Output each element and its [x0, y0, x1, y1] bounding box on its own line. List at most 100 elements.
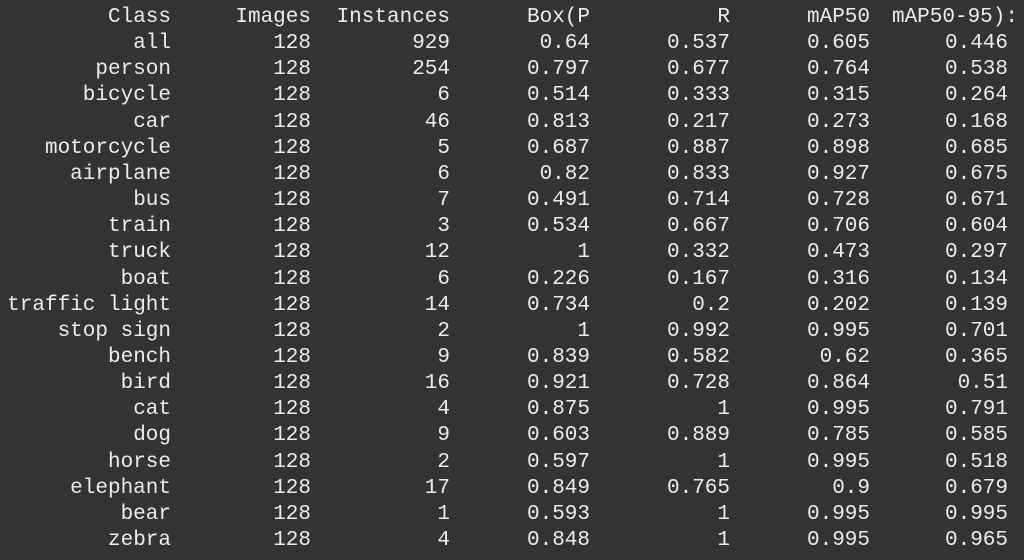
- cell-map50: 0.898: [806, 136, 870, 160]
- table-row: person 128 254 0.797 0.677 0.764 0.538: [0, 57, 1024, 83]
- cell-precision: 0.226: [526, 267, 590, 291]
- cell-class: bus: [133, 189, 171, 213]
- header-images: Images: [235, 6, 311, 29]
- cell-class: motorcycle: [44, 136, 171, 160]
- cell-class: cat: [133, 398, 171, 422]
- cell-instances: 14: [424, 293, 450, 317]
- cell-map50-95: 0.538: [944, 58, 1008, 82]
- table-row: truck 128 12 1 0.332 0.473 0.297: [0, 240, 1024, 266]
- cell-precision: 1: [577, 319, 590, 343]
- cell-precision: 0.839: [526, 345, 590, 369]
- cell-images: 128: [273, 215, 311, 239]
- cell-precision: 0.734: [526, 293, 590, 317]
- cell-instances: 1: [437, 502, 450, 526]
- cell-images: 128: [273, 58, 311, 82]
- cell-instances: 17: [424, 476, 450, 500]
- cell-recall: 0.833: [666, 162, 730, 186]
- cell-recall: 0.992: [666, 319, 730, 343]
- cell-recall: 1: [717, 502, 730, 526]
- table-row: zebra 128 4 0.848 1 0.995 0.965: [0, 528, 1024, 554]
- cell-map50-95: 0.518: [944, 450, 1008, 474]
- table-row: car 128 46 0.813 0.217 0.273 0.168: [0, 110, 1024, 136]
- cell-recall: 0.728: [666, 372, 730, 396]
- cell-recall: 1: [717, 398, 730, 422]
- cell-precision: 0.813: [526, 110, 590, 134]
- table-row: airplane 128 6 0.82 0.833 0.927 0.675: [0, 162, 1024, 188]
- cell-map50: 0.927: [806, 162, 870, 186]
- cell-instances: 2: [437, 450, 450, 474]
- cell-class: dog: [133, 424, 171, 448]
- table-row: bear 128 1 0.593 1 0.995 0.995: [0, 502, 1024, 528]
- cell-instances: 9: [437, 424, 450, 448]
- cell-images: 128: [273, 372, 311, 396]
- table-row: bicycle 128 6 0.514 0.333 0.315 0.264: [0, 83, 1024, 109]
- cell-images: 128: [273, 502, 311, 526]
- cell-recall: 0.167: [666, 267, 730, 291]
- cell-precision: 0.848: [526, 529, 590, 552]
- cell-instances: 6: [437, 162, 450, 186]
- cell-precision: 0.491: [526, 189, 590, 213]
- cell-map50: 0.995: [806, 450, 870, 474]
- cell-map50: 0.316: [806, 267, 870, 291]
- cell-precision: 0.797: [526, 58, 590, 82]
- table-row: stop sign 128 2 1 0.992 0.995 0.701: [0, 319, 1024, 345]
- cell-class: traffic light: [7, 293, 171, 317]
- cell-precision: 0.64: [539, 32, 590, 56]
- cell-recall: 1: [717, 529, 730, 552]
- cell-instances: 3: [437, 215, 450, 239]
- cell-map50-95: 0.791: [944, 398, 1008, 422]
- cell-class: bench: [107, 345, 171, 369]
- cell-class: horse: [107, 450, 171, 474]
- cell-map50-95: 0.585: [944, 424, 1008, 448]
- table-row: train 128 3 0.534 0.667 0.706 0.604: [0, 214, 1024, 240]
- table-row: horse 128 2 0.597 1 0.995 0.518: [0, 450, 1024, 476]
- cell-instances: 4: [437, 398, 450, 422]
- cell-instances: 7: [437, 189, 450, 213]
- cell-map50-95: 0.139: [944, 293, 1008, 317]
- cell-images: 128: [273, 450, 311, 474]
- cell-images: 128: [273, 162, 311, 186]
- cell-recall: 0.677: [666, 58, 730, 82]
- header-map50: mAP50: [806, 6, 870, 29]
- cell-map50-95: 0.965: [944, 529, 1008, 552]
- cell-class: bicycle: [82, 84, 171, 108]
- cell-map50: 0.605: [806, 32, 870, 56]
- cell-precision: 0.921: [526, 372, 590, 396]
- cell-map50: 0.785: [806, 424, 870, 448]
- cell-recall: 0.2: [692, 293, 730, 317]
- table-row: bird 128 16 0.921 0.728 0.864 0.51: [0, 371, 1024, 397]
- cell-instances: 6: [437, 267, 450, 291]
- cell-map50: 0.706: [806, 215, 870, 239]
- cell-map50: 0.62: [819, 345, 870, 369]
- cell-class: airplane: [70, 162, 171, 186]
- cell-class: all: [133, 32, 171, 56]
- cell-recall: 0.887: [666, 136, 730, 160]
- cell-map50: 0.995: [806, 319, 870, 343]
- cell-images: 128: [273, 529, 311, 552]
- cell-images: 128: [273, 424, 311, 448]
- cell-map50-95: 0.701: [944, 319, 1008, 343]
- cell-map50-95: 0.685: [944, 136, 1008, 160]
- cell-class: truck: [107, 241, 171, 265]
- cell-map50: 0.995: [806, 502, 870, 526]
- table-row: motorcycle 128 5 0.687 0.887 0.898 0.685: [0, 136, 1024, 162]
- table-row: bench 128 9 0.839 0.582 0.62 0.365: [0, 345, 1024, 371]
- cell-map50: 0.995: [806, 529, 870, 552]
- cell-recall: 0.582: [666, 345, 730, 369]
- cell-map50-95: 0.365: [944, 345, 1008, 369]
- cell-recall: 0.667: [666, 215, 730, 239]
- cell-class: bird: [120, 372, 171, 396]
- cell-recall: 0.333: [666, 84, 730, 108]
- cell-map50: 0.273: [806, 110, 870, 134]
- table-row: dog 128 9 0.603 0.889 0.785 0.585: [0, 423, 1024, 449]
- cell-class: car: [133, 110, 171, 134]
- cell-instances: 929: [412, 32, 450, 56]
- cell-instances: 4: [437, 529, 450, 552]
- cell-images: 128: [273, 319, 311, 343]
- cell-map50-95: 0.297: [944, 241, 1008, 265]
- cell-map50: 0.864: [806, 372, 870, 396]
- table-row: traffic light 128 14 0.734 0.2 0.202 0.139: [0, 293, 1024, 319]
- cell-map50: 0.9: [832, 476, 870, 500]
- cell-map50: 0.728: [806, 189, 870, 213]
